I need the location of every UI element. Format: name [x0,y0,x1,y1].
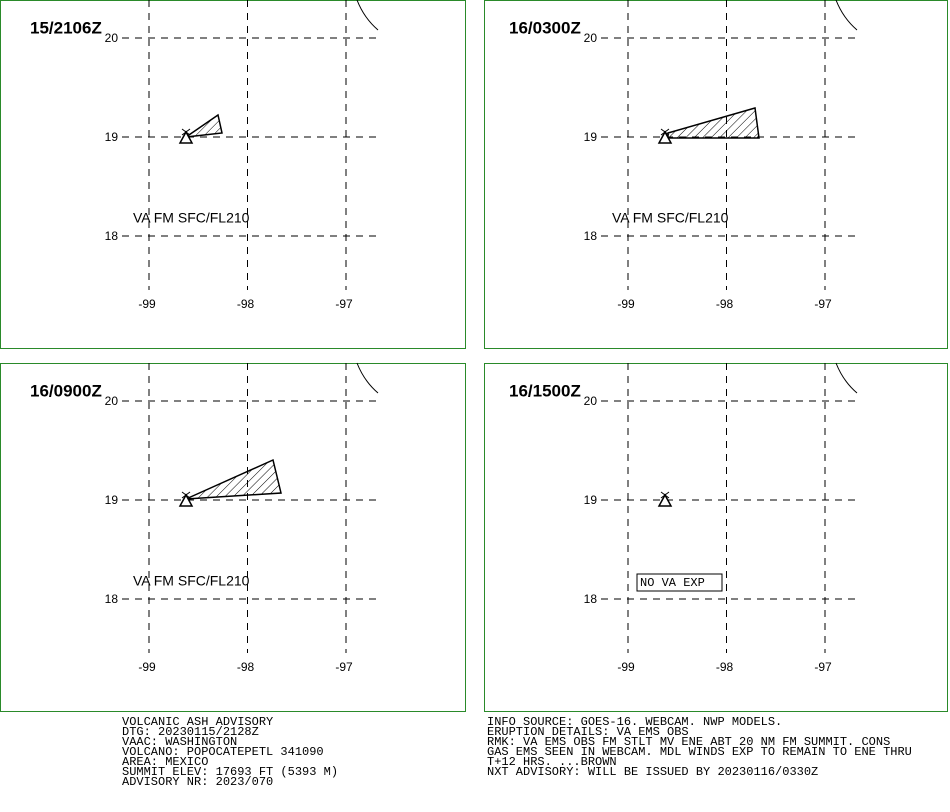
panel-time: 16/1500Z [509,381,581,400]
lon-label: -99 [617,297,635,311]
volcano-symbol [181,491,191,499]
lat-label: 18 [584,229,598,243]
volcano-symbol [178,130,194,144]
advisory-line: GAS EMS SEEN IN WEBCAM. MDL WINDS EXP TO… [487,745,912,759]
advisory-line: AREA: MEXICO [122,755,208,769]
annotation-box [636,573,723,592]
lon-label: -98 [716,297,734,311]
annotation: NO VA EXP [640,576,705,590]
lon-label: -98 [237,660,255,674]
lat-label: 20 [584,31,598,45]
advisory-line: NXT ADVISORY: WILL BE ISSUED BY 20230116… [487,765,818,779]
lon-label: -99 [617,660,635,674]
lat-label: 19 [584,493,598,507]
lat-label: 18 [584,592,598,606]
coastline [356,362,379,394]
lat-label: 19 [105,130,119,144]
lon-label: -97 [335,660,353,674]
volcano-symbol [660,491,670,499]
panel-frame [484,0,948,349]
coastline [835,362,858,394]
lat-label: 19 [584,130,598,144]
advisory-line: RMK: VA EMS OBS FM STLT MV ENE ABT 20 NM… [487,735,890,749]
advisory-line: VOLCANIC ASH ADVISORY [122,715,273,729]
lat-label: 20 [584,394,598,408]
annotation: VA FM SFC/FL210 [612,210,729,226]
advisory-line: ADVISORY NR: 2023/070 [122,775,273,789]
panel-time: 16/0300Z [509,18,581,37]
lon-label: -99 [138,660,156,674]
advisory-line: VAAC: WASHINGTON [122,735,237,749]
ash-area [185,458,282,500]
lat-label: 20 [105,394,119,408]
coastline [835,0,858,31]
volcano-symbol [657,130,673,144]
lon-label: -98 [716,660,734,674]
ash-area [667,107,760,139]
volcano-symbol [178,493,194,507]
coastline [356,0,379,31]
annotation: VA FM SFC/FL210 [133,573,250,589]
advisory-line: VOLCANO: POPOCATEPETL 341090 [122,745,324,759]
volcano-symbol [657,493,673,507]
panel-frame [0,0,466,349]
ash-area [185,113,223,138]
annotation: VA FM SFC/FL210 [133,210,250,226]
panel-frame [484,363,948,712]
lat-label: 19 [105,493,119,507]
lat-label: 18 [105,229,119,243]
volcano-symbol [181,128,191,136]
panel-time: 15/2106Z [30,18,102,37]
advisory-line: SUMMIT ELEV: 17693 FT (5393 M) [122,765,338,779]
lat-label: 20 [105,31,119,45]
lon-label: -97 [814,297,832,311]
panel-frame [0,363,466,712]
lat-label: 18 [105,592,119,606]
advisory-line: T+12 HRS. ...BROWN [487,755,617,769]
volcano-symbol [660,128,670,136]
lon-label: -98 [237,297,255,311]
lon-label: -99 [138,297,156,311]
advisory-line: INFO SOURCE: GOES-16. WEBCAM. NWP MODELS… [487,715,782,729]
lon-label: -97 [814,660,832,674]
lon-label: -97 [335,297,353,311]
panel-time: 16/0900Z [30,381,102,400]
advisory-line: DTG: 20230115/2128Z [122,725,259,739]
advisory-line: ERUPTION DETAILS: VA EMS OBS [487,725,689,739]
